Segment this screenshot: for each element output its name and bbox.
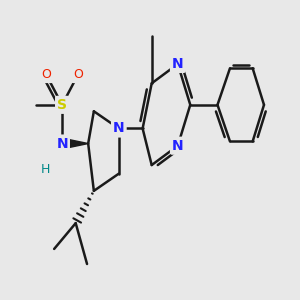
Text: N: N [172, 139, 184, 153]
Text: N: N [172, 57, 184, 71]
Text: N: N [56, 136, 68, 151]
Text: H: H [40, 163, 50, 176]
Polygon shape [62, 138, 88, 149]
Text: N: N [113, 122, 124, 136]
Text: O: O [41, 68, 51, 81]
Text: S: S [57, 98, 67, 112]
Text: O: O [73, 68, 83, 81]
